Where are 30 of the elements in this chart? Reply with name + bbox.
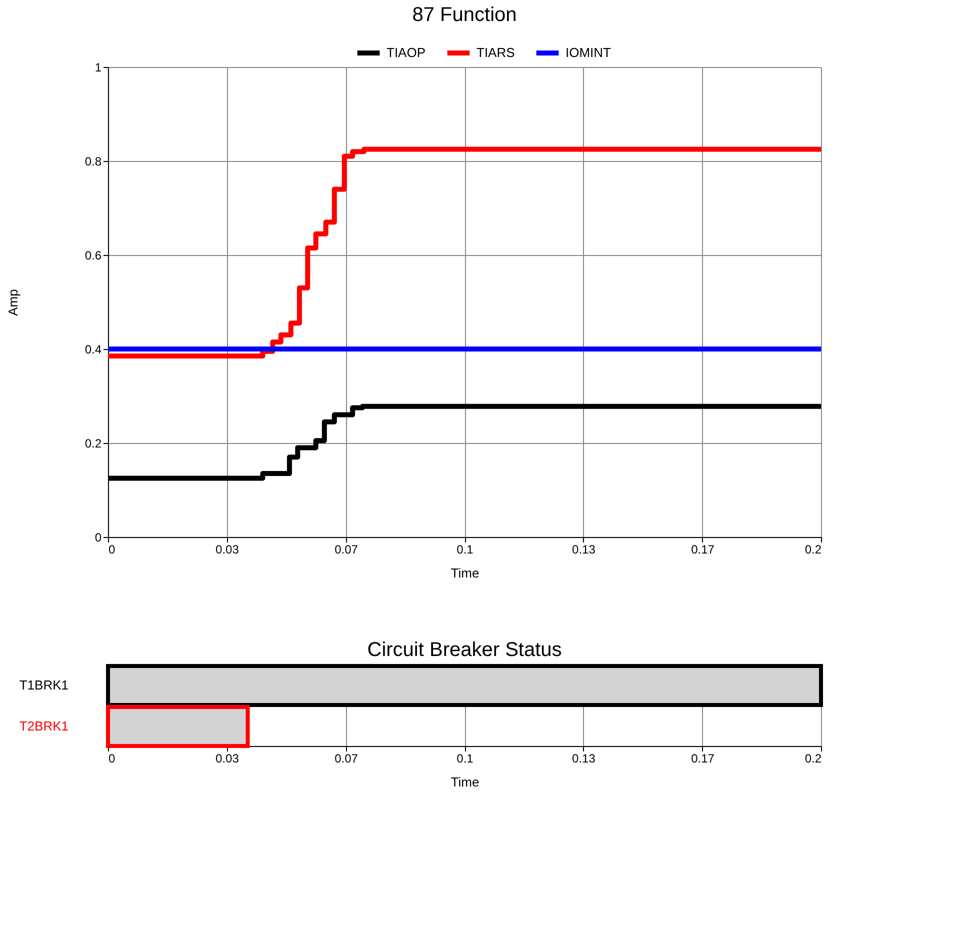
x-tick-label: 0.17 <box>691 752 715 766</box>
x-tick-label: 0.13 <box>572 542 596 556</box>
y-tick-label: 0.8 <box>84 154 102 168</box>
x-tick-label: 0.2 <box>804 542 822 556</box>
legend-label: TIAOP <box>386 45 426 60</box>
x-tick-label: 0.03 <box>216 542 240 556</box>
legend-label: TIARS <box>476 45 516 60</box>
x-tick-label: 0.07 <box>334 752 358 766</box>
y-axis-title: Amp <box>6 289 20 316</box>
x-tick-label: 0.17 <box>691 542 715 556</box>
x-tick-label: 0.1 <box>456 752 474 766</box>
y-tick-label: T1BRK1 <box>19 677 68 692</box>
x-tick-label: 0.2 <box>804 752 822 766</box>
legend-label: IOMINT <box>566 45 612 60</box>
x-tick-label: 0 <box>108 752 116 766</box>
y-tick-label: 0 <box>94 530 102 544</box>
y-tick-label: T2BRK1 <box>19 718 68 734</box>
y-tick-label: 1 <box>94 60 102 74</box>
chart-title: Circuit Breaker Status <box>367 639 562 661</box>
y-tick-label: 0.4 <box>84 342 102 356</box>
y-tick-label: 0.6 <box>84 248 102 262</box>
x-tick-label: 0.07 <box>334 542 358 556</box>
y-tick-label: 0.2 <box>84 436 102 450</box>
x-axis-title: Time <box>450 774 480 790</box>
x-tick-label: 0.03 <box>216 752 240 766</box>
x-tick-label: 0.13 <box>572 752 596 766</box>
chart-title: 87 Function <box>412 4 517 26</box>
x-axis-title: Time <box>450 566 480 580</box>
x-tick-label: 0 <box>108 542 116 556</box>
x-tick-label: 0.1 <box>456 542 474 556</box>
